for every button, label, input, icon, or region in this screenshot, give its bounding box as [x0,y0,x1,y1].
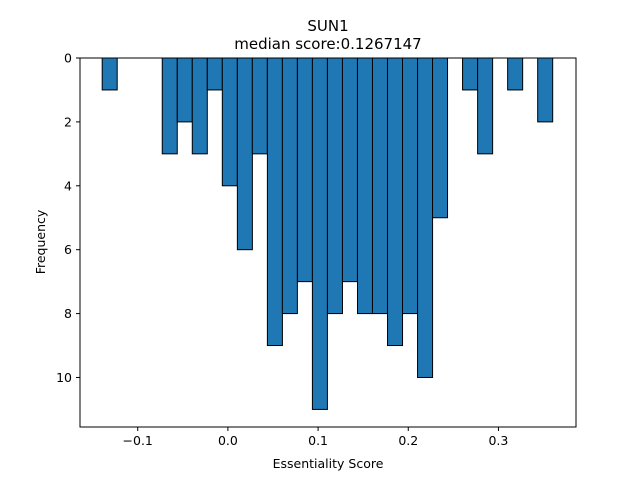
y-tick-label: 8 [64,306,72,321]
x-tick-label: 0.2 [398,433,418,448]
plot-frame [79,57,577,428]
histogram-bar [537,57,554,123]
histogram-bar [401,57,419,315]
x-tick-label: −0.1 [123,433,153,448]
y-tick-label: 2 [64,114,72,129]
histogram-bar [251,57,268,155]
x-tick-label: 0.0 [218,433,238,448]
histogram-bar [387,57,404,347]
histogram-bar [236,57,253,251]
y-axis: 0 2 4 6 8 10 [56,51,80,385]
histogram-bar [326,57,343,315]
histogram-bar [221,57,238,187]
histogram-bar [281,57,298,315]
histogram-bar [176,57,193,123]
histogram-bar [477,57,494,155]
x-axis: −0.1 0.0 0.1 0.2 0.3 [123,427,508,448]
x-axis-label: Essentiality Score [273,456,384,471]
histogram-bar [191,57,208,155]
histogram-bar [462,57,479,91]
histogram-bar [206,57,223,91]
y-tick-label: 4 [64,178,72,193]
bar-group [101,57,554,410]
chart-subtitle: median score:0.1267147 [234,35,421,53]
histogram-bar [417,57,434,378]
histogram-bar [101,57,118,91]
histogram-bar [432,57,449,219]
histogram-bar [266,57,283,347]
histogram-bar [341,57,358,283]
histogram-bar [311,57,328,410]
histogram-bar [371,57,388,315]
histogram-bar [507,57,524,91]
chart-title: SUN1 [307,17,348,35]
x-tick-label: 0.1 [308,433,328,448]
x-tick-label: 0.3 [488,433,508,448]
y-axis-label: Frequency [33,209,48,274]
y-tick-label: 6 [64,242,72,257]
histogram-bar [161,57,178,155]
y-tick-label: 0 [64,51,72,66]
histogram-bar [356,57,374,315]
y-tick-label: 10 [56,370,72,385]
histogram-bar [296,57,313,283]
